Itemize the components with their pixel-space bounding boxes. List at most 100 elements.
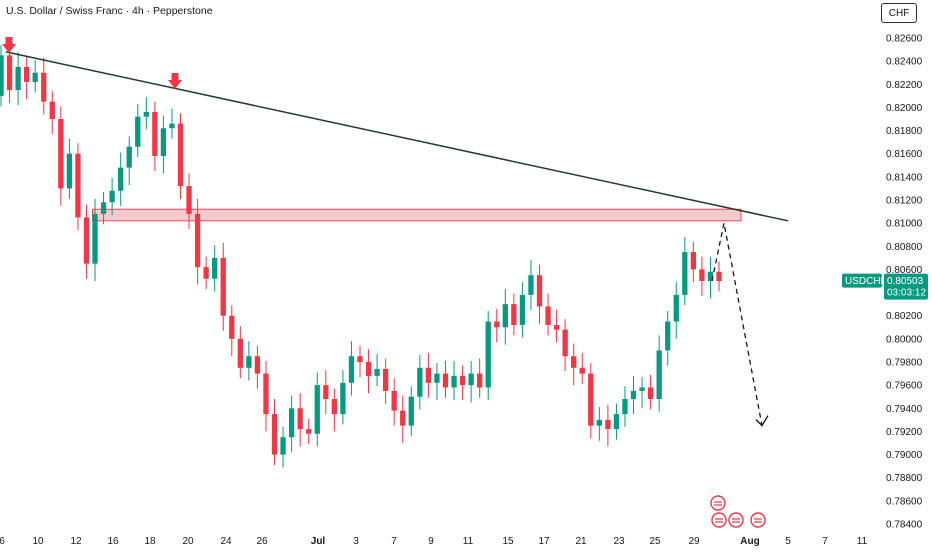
candle[interactable] [494, 321, 500, 328]
candle[interactable] [271, 414, 278, 455]
candle[interactable] [263, 373, 269, 415]
candle[interactable] [562, 329, 568, 357]
candle[interactable] [306, 429, 312, 434]
projection-path[interactable] [711, 223, 763, 426]
candle[interactable] [186, 186, 192, 214]
event-flag-icon[interactable] [710, 495, 726, 511]
candle[interactable] [75, 153, 81, 218]
candle[interactable] [545, 306, 551, 325]
candle[interactable] [135, 116, 141, 147]
candle[interactable] [109, 190, 115, 203]
candle[interactable] [382, 368, 389, 391]
candle[interactable] [254, 356, 261, 374]
candle[interactable] [699, 269, 705, 281]
candle[interactable] [237, 338, 243, 368]
down-arrow-marker-icon[interactable] [168, 73, 182, 89]
candle[interactable] [528, 275, 534, 295]
candle[interactable] [340, 382, 346, 415]
candle[interactable] [0, 55, 4, 96]
candle[interactable] [400, 410, 406, 426]
candle[interactable] [673, 294, 679, 322]
candle[interactable] [152, 112, 158, 157]
candle[interactable] [374, 368, 380, 376]
candle[interactable] [229, 315, 235, 339]
candle[interactable] [553, 324, 560, 330]
candle[interactable] [519, 294, 526, 325]
candle[interactable] [118, 167, 124, 191]
y-tick-label: 0.79000 [886, 450, 923, 461]
candle[interactable] [605, 419, 611, 430]
candle[interactable] [639, 387, 645, 391]
down-arrow-marker-icon[interactable] [2, 37, 16, 53]
candle[interactable] [502, 304, 508, 328]
candle[interactable] [622, 399, 628, 415]
candle[interactable] [459, 375, 466, 386]
candle[interactable] [58, 119, 64, 189]
candle[interactable] [690, 252, 697, 270]
candle[interactable] [323, 385, 329, 400]
candle[interactable] [23, 66, 30, 82]
candle[interactable] [100, 202, 107, 214]
candle[interactable] [49, 101, 55, 119]
event-flag-icon[interactable] [750, 512, 766, 528]
candle[interactable] [66, 153, 73, 189]
candle[interactable] [536, 275, 543, 307]
candle[interactable] [357, 356, 363, 362]
candle[interactable] [434, 373, 440, 383]
candle[interactable] [468, 373, 474, 386]
candle[interactable] [477, 373, 483, 388]
candle[interactable] [212, 257, 218, 279]
candle[interactable] [126, 146, 132, 168]
candle[interactable] [314, 385, 320, 434]
candle[interactable] [220, 257, 226, 316]
event-flag-icon[interactable] [711, 512, 727, 528]
candle[interactable] [365, 362, 372, 376]
candle[interactable] [630, 390, 637, 400]
candle[interactable] [391, 390, 397, 411]
candle[interactable] [425, 367, 432, 383]
candle[interactable] [647, 387, 654, 400]
candle[interactable] [203, 267, 209, 279]
event-flag-icon[interactable] [728, 512, 744, 528]
candle[interactable] [348, 356, 355, 383]
candle[interactable] [177, 123, 184, 187]
candle[interactable] [579, 367, 585, 374]
candle[interactable] [288, 408, 295, 438]
candle[interactable] [716, 271, 722, 281]
currency-badge[interactable]: CHF [881, 3, 917, 23]
candle[interactable] [408, 396, 414, 426]
candle[interactable] [169, 123, 175, 129]
candle[interactable] [331, 399, 338, 415]
candle[interactable] [41, 72, 47, 102]
candle[interactable] [451, 375, 457, 388]
candle[interactable] [15, 66, 21, 91]
candle[interactable] [707, 271, 714, 281]
candle[interactable] [571, 356, 577, 368]
candle[interactable] [194, 213, 201, 268]
symbol-tag[interactable] [842, 273, 882, 288]
candle[interactable] [246, 356, 252, 368]
candle[interactable] [92, 213, 98, 264]
price-tag[interactable] [884, 273, 928, 300]
candle[interactable] [280, 437, 286, 455]
candle[interactable] [485, 321, 491, 388]
candle[interactable] [442, 373, 449, 388]
candle[interactable] [682, 252, 688, 295]
candle[interactable] [665, 321, 671, 351]
candle[interactable] [656, 350, 662, 400]
candle[interactable] [6, 55, 13, 91]
candle[interactable] [596, 419, 602, 426]
candle[interactable] [160, 128, 167, 157]
candle[interactable] [511, 304, 517, 325]
candle[interactable] [417, 367, 423, 397]
candle[interactable] [32, 72, 38, 82]
candle[interactable] [297, 408, 303, 430]
candle[interactable] [613, 414, 620, 430]
trendline[interactable] [5, 51, 789, 222]
candle[interactable] [588, 373, 594, 426]
x-tick-label: 6 [0, 536, 5, 547]
candle[interactable] [143, 112, 149, 117]
candle[interactable] [83, 217, 90, 264]
